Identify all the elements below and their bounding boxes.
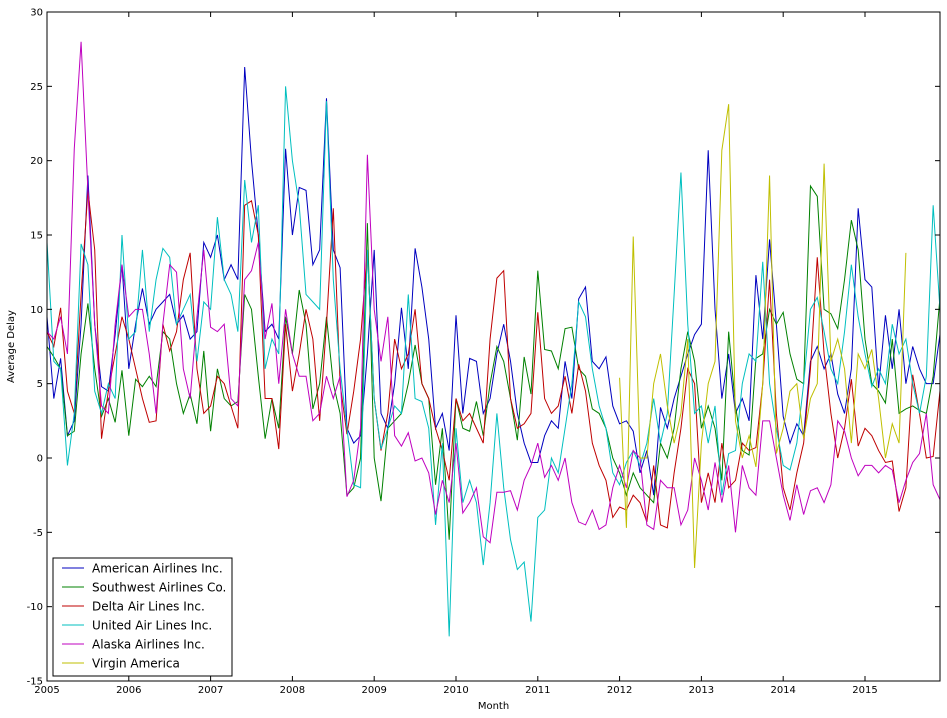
y-tick-label: 0 — [37, 454, 43, 465]
y-tick-label: -5 — [33, 528, 43, 539]
x-axis-label: Month — [478, 701, 509, 712]
y-axis-label: Average Delay — [6, 310, 17, 383]
ticks-layer: 2005 2006 2007 2008 2009 2010 2011 2012 2013 2014… — [27, 8, 940, 696]
legend-entry-label: Alaska Airlines Inc. — [92, 638, 205, 652]
x-tick-label: 2007 — [198, 685, 223, 696]
x-tick-label: 2015 — [852, 685, 877, 696]
x-tick-label: 2012 — [607, 685, 632, 696]
x-tick-label: 2009 — [361, 685, 386, 696]
series-line-2 — [47, 184, 940, 540]
y-tick-label: 25 — [30, 82, 43, 93]
legend-entry-label: Virgin America — [92, 657, 180, 671]
y-tick-label: 10 — [30, 305, 43, 316]
x-tick-label: 2010 — [443, 685, 468, 696]
x-tick-label: 2014 — [770, 685, 795, 696]
y-tick-label: -10 — [27, 602, 43, 613]
legend: American Airlines Inc. Southwest Airlines… — [52, 557, 233, 677]
legend-entry-label: Delta Air Lines Inc. — [92, 600, 205, 614]
legend-box — [52, 557, 233, 677]
y-tick-label: 5 — [37, 379, 43, 390]
series-layer — [47, 41, 940, 637]
legend-entry-label: United Air Lines Inc. — [92, 619, 212, 633]
y-tick-label: 30 — [30, 8, 43, 19]
series-line-6 — [619, 104, 907, 569]
y-tick-label: 15 — [30, 231, 43, 242]
x-tick-label: 2008 — [280, 685, 305, 696]
series-line-5 — [47, 41, 940, 544]
x-tick-label: 2005 — [34, 685, 59, 696]
y-tick-label: 20 — [30, 156, 43, 167]
series-line-3 — [47, 190, 940, 529]
legend-entry-label: American Airlines Inc. — [92, 562, 223, 576]
x-tick-label: 2013 — [689, 685, 714, 696]
x-tick-label: 2006 — [116, 685, 141, 696]
plot-frame — [46, 11, 941, 682]
y-tick-label: -15 — [27, 677, 43, 688]
legend-entry-label: Southwest Airlines Co. — [92, 581, 226, 595]
x-tick-label: 2011 — [525, 685, 550, 696]
